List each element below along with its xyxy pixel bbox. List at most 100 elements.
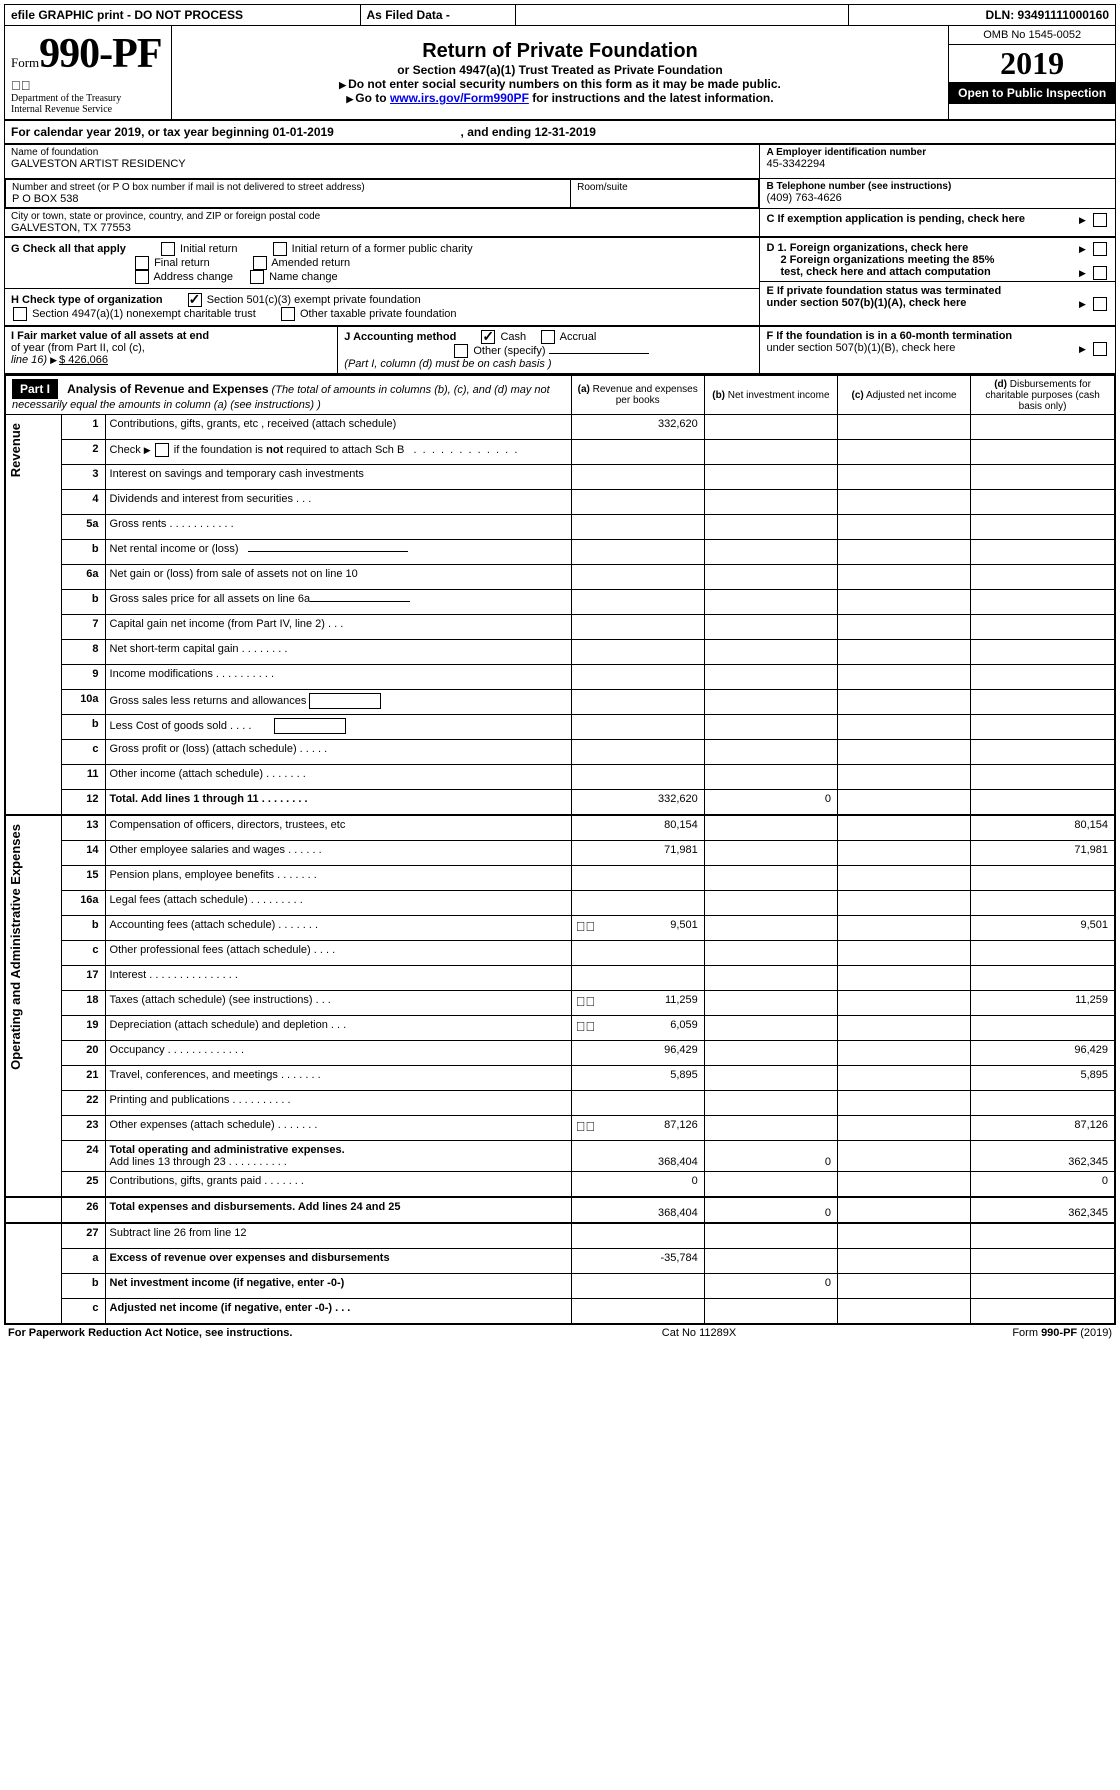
f-checkbox[interactable] (1093, 342, 1107, 356)
col-a-header: (a) Revenue and expenses per books (571, 375, 704, 415)
schedule-icon[interactable]: ✎⃝ (576, 994, 596, 1009)
ghde-block: G Check all that apply Initial return In… (4, 237, 1116, 326)
identification-block: Name of foundation GALVESTON ARTIST RESI… (4, 144, 1116, 237)
phone-value: (409) 763-4626 (766, 192, 1109, 204)
f-line2: under section 507(b)(1)(B), check here (766, 342, 955, 354)
section-g: G Check all that apply Initial return In… (5, 238, 760, 289)
g-name-checkbox[interactable] (250, 270, 264, 284)
section-j: J Accounting method Cash Accrual Other (… (338, 327, 760, 374)
open-inspection: Open to Public Inspection (949, 82, 1115, 104)
form-number: 990-PF (39, 31, 161, 77)
tax-year: 2019 (949, 45, 1115, 82)
d2b-label: test, check here and attach computation (780, 266, 990, 278)
city-label: City or town, state or province, country… (11, 211, 753, 222)
i-line2: of year (from Part II, col (c), (11, 342, 145, 354)
e-checkbox[interactable] (1093, 297, 1107, 311)
part1-label: Part I (12, 379, 58, 399)
j-note: (Part I, column (d) must be on cash basi… (344, 358, 551, 370)
j-accrual-checkbox[interactable] (541, 330, 555, 344)
f-line1: F If the foundation is in a 60-month ter… (766, 330, 1012, 342)
schedule-icon[interactable]: ✎⃝ (576, 919, 596, 934)
name-cell: Name of foundation GALVESTON ARTIST RESI… (5, 145, 760, 179)
omb-number: OMB No 1545-0052 (949, 26, 1115, 45)
i-value: $ 426,066 (59, 354, 108, 366)
line-1-a: 332,620 (571, 415, 704, 440)
addr-label: Number and street (or P O box number if … (12, 182, 564, 193)
expenses-side-label: Operating and Administrative Expenses (5, 815, 61, 1197)
calendar-year-text: For calendar year 2019, or tax year begi… (5, 121, 1116, 144)
col-b-header: (b) Net investment income (704, 375, 837, 415)
form-subtitle: or Section 4947(a)(1) Trust Treated as P… (178, 63, 943, 77)
room-cell: Room/suite (571, 180, 759, 208)
ein-value: 45-3342294 (766, 158, 1109, 170)
footer-left: For Paperwork Reduction Act Notice, see … (4, 1325, 560, 1341)
section-h: H Check type of organization Section 501… (5, 289, 760, 326)
asfiled-label: As Filed Data - (360, 5, 516, 26)
dln-cell: DLN: 93491111000160 (849, 5, 1116, 26)
foundation-name: GALVESTON ARTIST RESIDENCY (11, 158, 753, 170)
schedule-icon[interactable]: ✎⃝ (576, 1019, 596, 1034)
j-label: J Accounting method (344, 331, 456, 343)
room-label: Room/suite (577, 182, 752, 193)
footer-mid: Cat No 11289X (560, 1325, 838, 1341)
addr-value: P O BOX 538 (12, 193, 564, 205)
form-word: Form (11, 55, 39, 70)
efile-notice: efile GRAPHIC print - DO NOT PROCESS (5, 5, 361, 26)
instr-line-1: Do not enter social security numbers on … (178, 77, 943, 91)
instr-line-2: Go to www.irs.gov/Form990PF for instruct… (178, 91, 943, 105)
addr-cell: Number and street (or P O box number if … (6, 180, 571, 208)
name-label: Name of foundation (11, 147, 753, 158)
j-other-checkbox[interactable] (454, 344, 468, 358)
g-final-checkbox[interactable] (135, 256, 149, 270)
d1-label: D 1. Foreign organizations, check here (766, 242, 968, 254)
dept-label: Department of the Treasury (11, 93, 165, 104)
calendar-year-row: For calendar year 2019, or tax year begi… (4, 120, 1116, 144)
g-initial-checkbox[interactable] (161, 242, 175, 256)
part1-table: Part I Analysis of Revenue and Expenses … (4, 374, 1116, 1325)
j-cash-checkbox[interactable] (481, 330, 495, 344)
line-1-text: Contributions, gifts, grants, etc , rece… (105, 415, 571, 440)
h-501c3-checkbox[interactable] (188, 293, 202, 307)
header-block: Form990-PF ✎⃝ Department of the Treasury… (4, 26, 1116, 120)
g-amended-checkbox[interactable] (253, 256, 267, 270)
e2-label: under section 507(b)(1)(A), check here (766, 297, 966, 309)
section-c-cell: C If exemption application is pending, c… (760, 209, 1116, 237)
revenue-side-label: Revenue (5, 415, 61, 816)
ein-label: A Employer identification number (766, 147, 1109, 158)
d1-checkbox[interactable] (1093, 242, 1107, 256)
section-d-e: D 1. Foreign organizations, check here 2… (760, 238, 1116, 326)
g-address-checkbox[interactable] (135, 270, 149, 284)
title-cell: Return of Private Foundation or Section … (171, 26, 949, 120)
irs-link[interactable]: www.irs.gov/Form990PF (390, 91, 529, 105)
asfiled-blank (516, 5, 849, 26)
dln-label: DLN: (986, 8, 1015, 22)
line-2-text: Check if the foundation is not required … (105, 440, 571, 465)
h-label: H Check type of organization (11, 294, 163, 306)
g-label: G Check all that apply (11, 243, 126, 255)
form-title: Return of Private Foundation (178, 40, 943, 63)
dln-value: 93491111000160 (1018, 8, 1109, 22)
d2a-label: 2 Foreign organizations meeting the 85% (780, 254, 994, 266)
footer-right: Form 990-PF (2019) (838, 1325, 1116, 1341)
irs-label: Internal Revenue Service (11, 104, 165, 115)
ein-cell: A Employer identification number 45-3342… (760, 145, 1116, 179)
form-id-cell: Form990-PF ✎⃝ Department of the Treasury… (5, 26, 172, 120)
part1-header-cell: Part I Analysis of Revenue and Expenses … (5, 375, 571, 415)
col-d-header: (d) Disbursements for charitable purpose… (971, 375, 1115, 415)
city-value: GALVESTON, TX 77553 (11, 222, 753, 234)
h-4947-checkbox[interactable] (13, 307, 27, 321)
line-2-checkbox[interactable] (155, 443, 169, 457)
section-f: F If the foundation is in a 60-month ter… (760, 327, 1116, 374)
col-c-header: (c) Adjusted net income (837, 375, 970, 415)
section-c-label: C If exemption application is pending, c… (766, 213, 1025, 225)
g-initial-former-checkbox[interactable] (273, 242, 287, 256)
h-other-checkbox[interactable] (281, 307, 295, 321)
d2-checkbox[interactable] (1093, 266, 1107, 280)
top-bar: efile GRAPHIC print - DO NOT PROCESS As … (4, 4, 1116, 26)
phone-cell: B Telephone number (see instructions) (4… (760, 179, 1116, 209)
section-c-checkbox[interactable] (1093, 213, 1107, 227)
year-cell: OMB No 1545-0052 2019 Open to Public Ins… (949, 26, 1116, 120)
ijf-block: I Fair market value of all assets at end… (4, 326, 1116, 374)
phone-label: B Telephone number (see instructions) (766, 181, 1109, 192)
schedule-icon[interactable]: ✎⃝ (576, 1119, 596, 1134)
